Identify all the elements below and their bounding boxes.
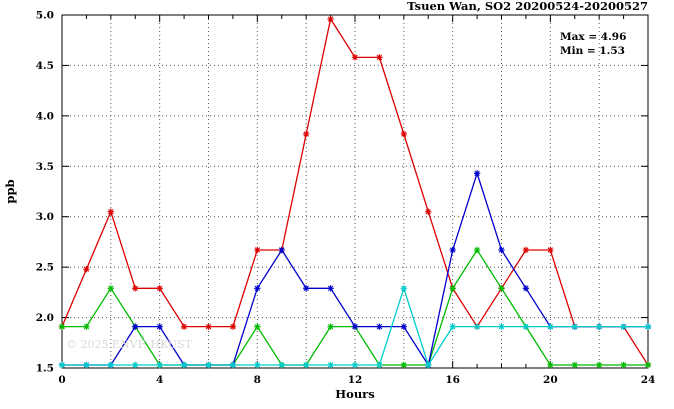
y-axis-label: ppb — [3, 179, 17, 203]
point-marker — [400, 323, 408, 330]
series-cyan — [58, 285, 652, 369]
max-min-annotation: Max = 4.96 Min = 1.53 — [560, 31, 626, 57]
min-label: Min = 1.53 — [560, 45, 625, 57]
point-marker — [107, 208, 115, 215]
point-marker — [351, 54, 359, 61]
point-marker — [156, 361, 163, 369]
y-tick-label: 2.0 — [36, 312, 54, 324]
point-marker — [302, 285, 310, 292]
point-marker — [522, 246, 530, 254]
point-marker — [254, 285, 261, 292]
point-marker — [302, 130, 310, 138]
point-marker — [58, 323, 66, 330]
x-tick-label: 8 — [254, 374, 261, 386]
point-marker — [351, 323, 359, 330]
y-tick-label: 1.5 — [36, 363, 54, 375]
point-marker — [278, 246, 285, 254]
point-marker — [376, 323, 383, 330]
point-marker — [547, 361, 554, 369]
x-tick-label: 20 — [543, 374, 558, 386]
point-marker — [278, 361, 285, 369]
y-tick-label: 3.0 — [36, 211, 54, 223]
grid — [62, 15, 648, 368]
x-tick-label: 24 — [641, 374, 656, 386]
point-marker — [156, 285, 163, 292]
series-line — [62, 171, 648, 367]
point-marker — [522, 323, 530, 330]
point-marker — [547, 323, 554, 330]
y-tick-label: 5.0 — [36, 10, 54, 22]
x-tick-label: 12 — [348, 374, 363, 386]
point-marker — [425, 208, 432, 215]
point-marker — [180, 323, 188, 330]
point-marker — [595, 361, 603, 369]
point-marker — [449, 323, 456, 330]
x-axis-label: Hours — [335, 387, 374, 401]
point-marker — [425, 361, 432, 369]
point-marker — [107, 285, 115, 292]
point-marker — [595, 323, 603, 330]
point-marker — [83, 323, 90, 330]
point-marker — [180, 361, 188, 369]
point-marker — [376, 54, 383, 61]
point-marker — [132, 285, 139, 292]
point-marker — [156, 323, 163, 330]
point-marker — [205, 323, 212, 330]
x-tick-label: 0 — [58, 374, 65, 386]
point-marker — [254, 323, 261, 330]
point-marker — [327, 361, 334, 369]
y-tick-label: 2.5 — [36, 262, 54, 274]
point-marker — [400, 285, 408, 292]
point-marker — [254, 246, 261, 254]
point-marker — [254, 361, 261, 369]
point-marker — [644, 323, 652, 330]
y-tick-label: 4.5 — [36, 60, 54, 72]
chart-title: Tsuen Wan, SO2 20200524-20200527 — [407, 0, 648, 13]
point-marker — [83, 265, 90, 273]
point-marker — [498, 285, 505, 292]
point-marker — [229, 361, 237, 369]
point-marker — [473, 323, 481, 330]
point-marker — [376, 361, 383, 369]
point-marker — [473, 170, 481, 177]
point-marker — [449, 285, 456, 292]
point-marker — [205, 361, 212, 369]
point-marker — [302, 361, 310, 369]
point-marker — [229, 323, 237, 330]
point-marker — [620, 361, 627, 369]
point-marker — [498, 246, 505, 254]
y-tick-label: 4.0 — [36, 110, 54, 122]
point-marker — [58, 361, 66, 369]
point-marker — [522, 285, 530, 292]
point-marker — [620, 323, 627, 330]
point-marker — [83, 361, 90, 369]
x-tick-label: 16 — [445, 374, 460, 386]
watermark: © 2025 ENVF, HKUST — [66, 338, 193, 351]
point-marker — [327, 15, 334, 23]
point-marker — [107, 361, 115, 369]
point-marker — [571, 323, 578, 330]
point-marker — [473, 246, 481, 254]
point-marker — [547, 246, 554, 254]
point-marker — [498, 323, 505, 330]
point-marker — [400, 130, 408, 138]
point-marker — [132, 361, 139, 369]
point-marker — [132, 323, 139, 330]
x-tick-label: 4 — [156, 374, 163, 386]
y-tick-label: 3.5 — [36, 161, 54, 173]
point-marker — [327, 285, 334, 292]
point-marker — [327, 323, 334, 330]
tick-labels: 1.5 2.0 2.5 3.0 3.5 4.0 4.5 5.0 0 4 8 12 16 20 24 — [36, 10, 656, 387]
point-marker — [571, 361, 578, 369]
point-marker — [449, 246, 456, 254]
point-marker — [644, 361, 652, 369]
max-label: Max = 4.96 — [560, 31, 626, 43]
point-marker — [400, 361, 408, 369]
point-marker — [351, 361, 359, 369]
